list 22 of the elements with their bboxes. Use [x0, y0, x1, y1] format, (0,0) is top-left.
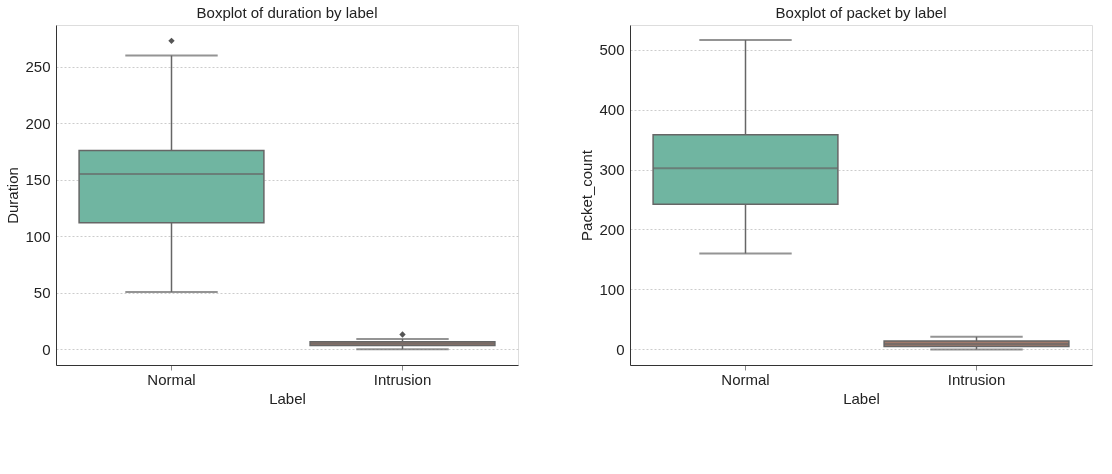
y-tick-label: 150 [25, 171, 51, 189]
y-tick-label: 300 [599, 161, 625, 179]
y-tick-label: 0 [616, 340, 625, 358]
x-tick-label: Intrusion [373, 370, 432, 388]
x-tick-label: Normal [147, 370, 196, 388]
x-tick-label: Normal [721, 370, 770, 388]
y-tick-label: 100 [599, 280, 625, 298]
x-tick-label: Intrusion [947, 370, 1006, 388]
y-axis-title: Duration [4, 167, 22, 224]
y-tick-label: 200 [25, 114, 51, 132]
chart-title: Boxplot of duration by label [196, 4, 378, 21]
y-tick-label: 250 [25, 58, 51, 76]
y-tick-label: 50 [33, 284, 51, 302]
x-axis-title: Label [269, 389, 306, 407]
y-tick-label: 0 [42, 340, 51, 358]
y-tick-label: 200 [599, 220, 625, 238]
y-tick-label: 500 [599, 41, 625, 59]
y-tick-label: 100 [25, 227, 51, 245]
y-tick-label: 400 [599, 101, 625, 119]
y-axis-title: Packet_count [578, 149, 596, 241]
x-axis-title: Label [843, 389, 880, 407]
chart-title: Boxplot of packet by label [775, 4, 947, 21]
